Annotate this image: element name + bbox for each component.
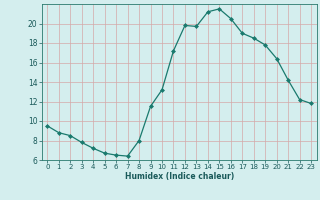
X-axis label: Humidex (Indice chaleur): Humidex (Indice chaleur) xyxy=(124,172,234,181)
